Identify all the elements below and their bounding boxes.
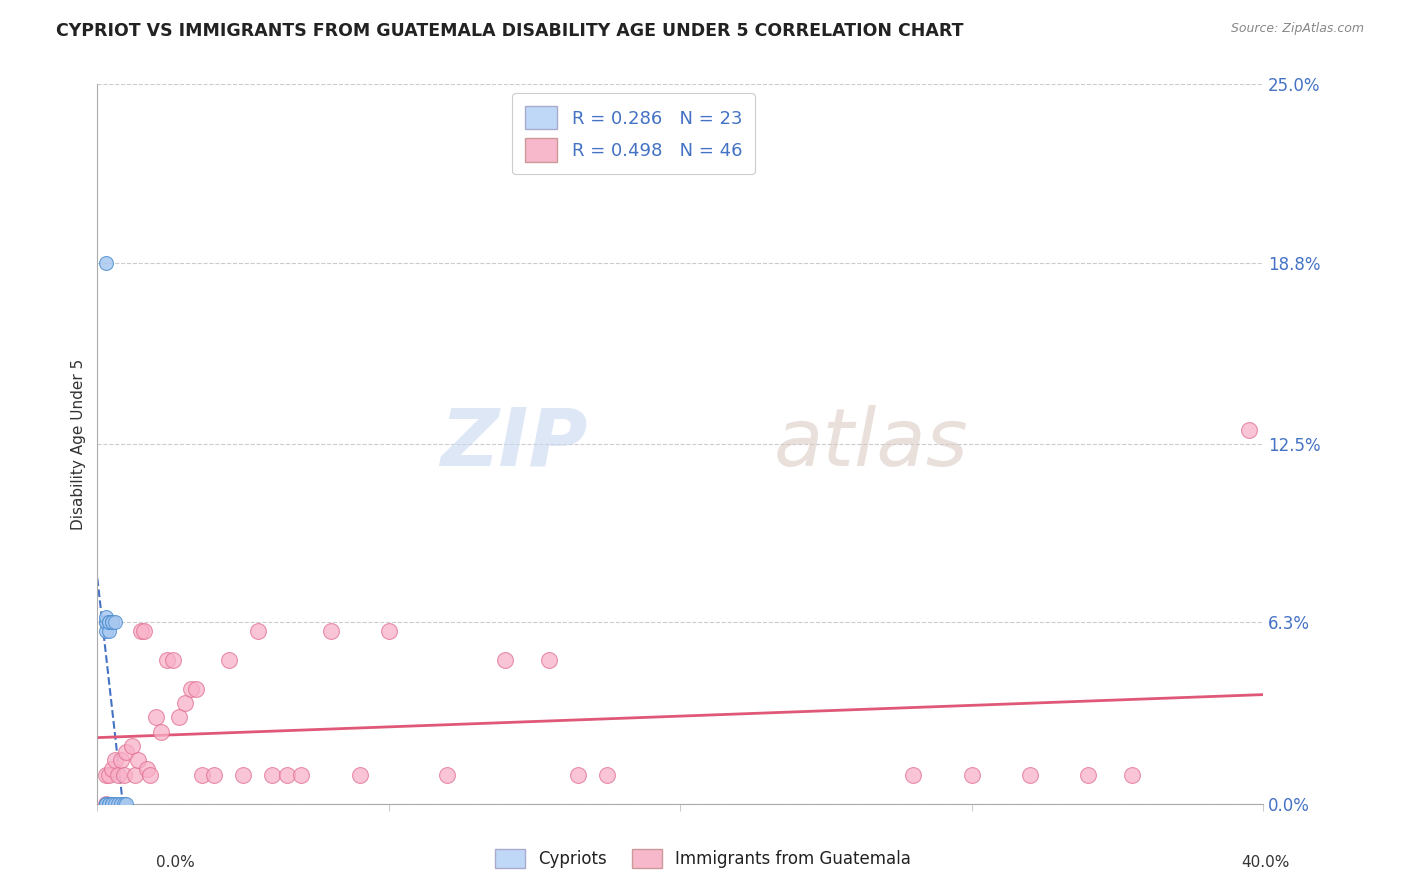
Point xyxy=(173,696,195,710)
Point xyxy=(112,797,135,811)
Point xyxy=(98,615,121,630)
Point xyxy=(232,768,254,782)
Point xyxy=(115,745,138,759)
Point xyxy=(1121,768,1143,782)
Point xyxy=(960,768,983,782)
Point xyxy=(101,762,124,776)
Text: 0.0%: 0.0% xyxy=(156,855,195,870)
Point xyxy=(94,609,117,624)
Point xyxy=(94,615,117,630)
Point xyxy=(186,681,208,696)
Point xyxy=(101,615,124,630)
Point xyxy=(101,797,124,811)
Point xyxy=(596,768,619,782)
Point xyxy=(1237,423,1260,437)
Text: atlas: atlas xyxy=(773,405,969,483)
Point xyxy=(94,768,117,782)
Point xyxy=(104,615,127,630)
Point xyxy=(145,710,167,724)
Point xyxy=(94,615,117,630)
Point xyxy=(94,624,117,638)
Point xyxy=(94,797,117,811)
Point xyxy=(538,653,561,667)
Point xyxy=(101,615,124,630)
Point xyxy=(218,653,240,667)
Point xyxy=(121,739,143,753)
Point xyxy=(135,762,157,776)
Point xyxy=(98,797,121,811)
Point xyxy=(191,768,214,782)
Point xyxy=(110,797,132,811)
Text: 40.0%: 40.0% xyxy=(1241,855,1289,870)
Y-axis label: Disability Age Under 5: Disability Age Under 5 xyxy=(72,359,86,530)
Point xyxy=(567,768,589,782)
Point xyxy=(94,797,117,811)
Point xyxy=(98,768,121,782)
Point xyxy=(94,797,117,811)
Point xyxy=(104,797,127,811)
Point xyxy=(132,624,155,638)
Point xyxy=(276,768,298,782)
Legend: Cypriots, Immigrants from Guatemala: Cypriots, Immigrants from Guatemala xyxy=(488,842,918,875)
Point xyxy=(378,624,401,638)
Point xyxy=(115,797,138,811)
Point xyxy=(107,797,129,811)
Point xyxy=(129,624,152,638)
Text: Source: ZipAtlas.com: Source: ZipAtlas.com xyxy=(1230,22,1364,36)
Text: ZIP: ZIP xyxy=(440,405,588,483)
Point xyxy=(1077,768,1099,782)
Point xyxy=(139,768,162,782)
Point xyxy=(290,768,312,782)
Point xyxy=(167,710,190,724)
Point xyxy=(202,768,225,782)
Point xyxy=(349,768,371,782)
Point xyxy=(436,768,458,782)
Point xyxy=(180,681,202,696)
Point xyxy=(127,753,149,767)
Point xyxy=(107,768,129,782)
Point xyxy=(262,768,284,782)
Point xyxy=(156,653,179,667)
Point xyxy=(124,768,146,782)
Point xyxy=(150,724,173,739)
Point xyxy=(101,797,124,811)
Text: CYPRIOT VS IMMIGRANTS FROM GUATEMALA DISABILITY AGE UNDER 5 CORRELATION CHART: CYPRIOT VS IMMIGRANTS FROM GUATEMALA DIS… xyxy=(56,22,963,40)
Point xyxy=(94,797,117,811)
Legend: R = 0.286   N = 23, R = 0.498   N = 46: R = 0.286 N = 23, R = 0.498 N = 46 xyxy=(512,94,755,174)
Point xyxy=(162,653,184,667)
Point xyxy=(104,753,127,767)
Point xyxy=(903,768,925,782)
Point xyxy=(494,653,516,667)
Point xyxy=(94,256,117,270)
Point xyxy=(98,624,121,638)
Point xyxy=(98,615,121,630)
Point xyxy=(98,797,121,811)
Point xyxy=(1019,768,1042,782)
Point xyxy=(319,624,342,638)
Point xyxy=(112,768,135,782)
Point xyxy=(110,753,132,767)
Point xyxy=(246,624,269,638)
